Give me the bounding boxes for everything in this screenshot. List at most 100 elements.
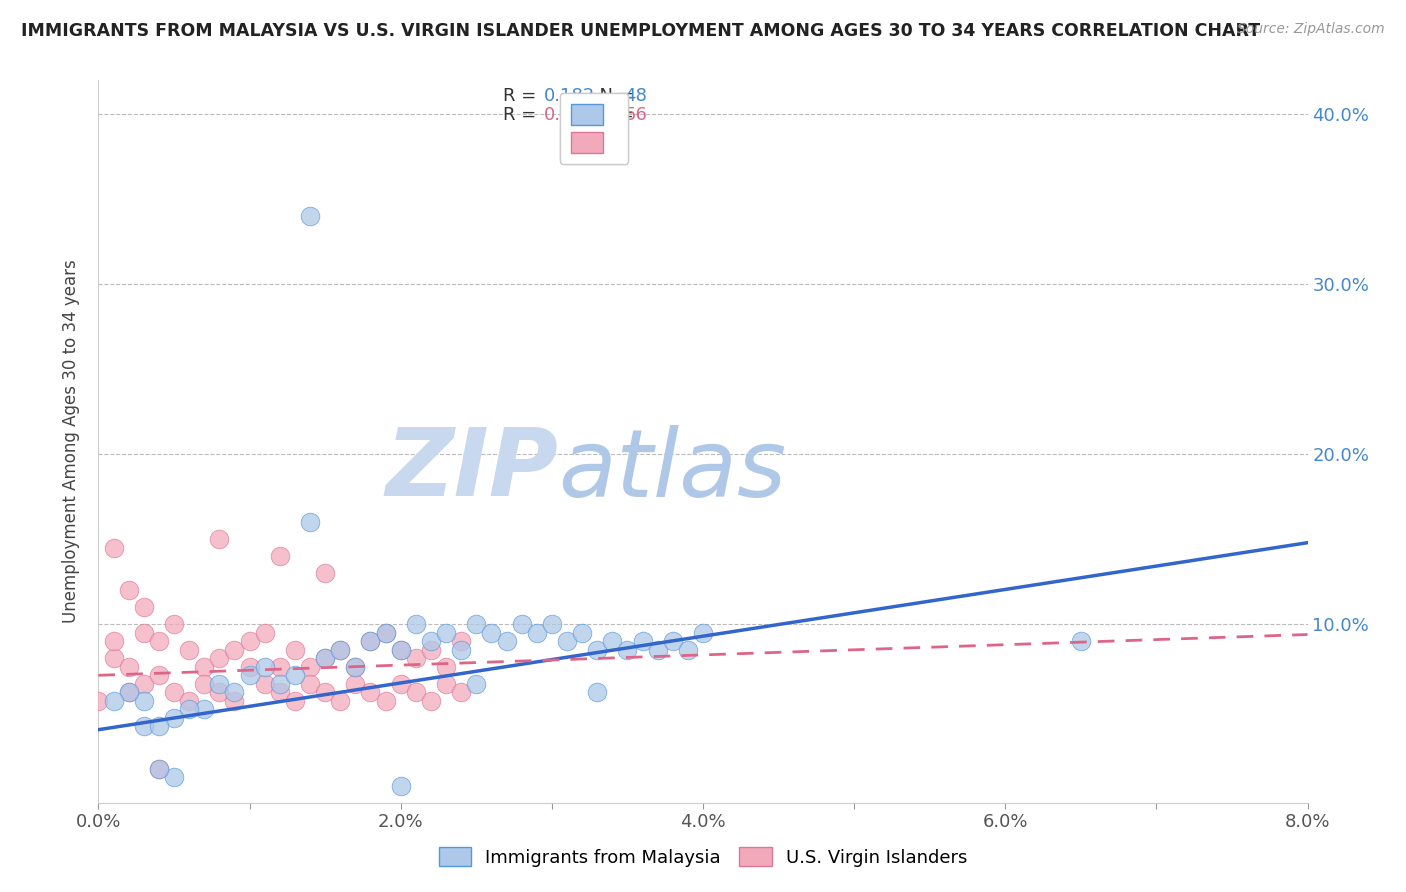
- Point: [540, 617, 562, 632]
- Point: [269, 685, 291, 699]
- Point: [450, 642, 472, 657]
- Point: [344, 677, 367, 691]
- Point: [374, 625, 396, 640]
- Legend: Immigrants from Malaysia, U.S. Virgin Islanders: Immigrants from Malaysia, U.S. Virgin Is…: [432, 840, 974, 874]
- Point: [344, 660, 367, 674]
- Point: [269, 549, 291, 564]
- Point: [434, 625, 457, 640]
- Point: [284, 642, 307, 657]
- Point: [284, 668, 307, 682]
- Point: [465, 617, 488, 632]
- Point: [329, 694, 352, 708]
- Text: atlas: atlas: [558, 425, 786, 516]
- Point: [163, 770, 186, 784]
- Point: [208, 651, 231, 665]
- Point: [208, 685, 231, 699]
- Point: [118, 685, 141, 699]
- Point: [481, 625, 503, 640]
- Point: [87, 694, 110, 708]
- Text: Source: ZipAtlas.com: Source: ZipAtlas.com: [1237, 22, 1385, 37]
- Point: [360, 634, 382, 648]
- Point: [692, 625, 714, 640]
- Text: 48: 48: [624, 87, 647, 105]
- Point: [208, 677, 231, 691]
- Point: [602, 634, 624, 648]
- Point: [465, 677, 488, 691]
- Text: N =: N =: [588, 106, 640, 124]
- Point: [299, 677, 322, 691]
- Point: [647, 642, 669, 657]
- Text: 0.182: 0.182: [543, 87, 595, 105]
- Point: [132, 719, 155, 733]
- Point: [360, 685, 382, 699]
- Point: [132, 694, 155, 708]
- Point: [163, 617, 186, 632]
- Point: [163, 711, 186, 725]
- Text: N =: N =: [588, 87, 640, 105]
- Point: [193, 677, 215, 691]
- Point: [193, 660, 215, 674]
- Point: [224, 685, 246, 699]
- Point: [616, 642, 638, 657]
- Point: [495, 634, 517, 648]
- Point: [420, 634, 443, 648]
- Point: [405, 685, 427, 699]
- Point: [450, 634, 472, 648]
- Point: [434, 660, 457, 674]
- Point: [314, 651, 336, 665]
- Point: [510, 617, 533, 632]
- Point: [389, 642, 412, 657]
- Point: [193, 702, 215, 716]
- Point: [284, 694, 307, 708]
- Point: [103, 651, 125, 665]
- Point: [253, 677, 276, 691]
- Point: [389, 642, 412, 657]
- Point: [1070, 634, 1092, 648]
- Point: [118, 685, 141, 699]
- Text: R =: R =: [503, 106, 543, 124]
- Point: [299, 660, 322, 674]
- Point: [344, 660, 367, 674]
- Point: [239, 668, 262, 682]
- Point: [434, 677, 457, 691]
- Point: [299, 209, 322, 223]
- Text: 0.045: 0.045: [543, 106, 595, 124]
- Text: ZIP: ZIP: [385, 425, 558, 516]
- Point: [676, 642, 699, 657]
- Point: [631, 634, 654, 648]
- Point: [148, 762, 170, 776]
- Point: [239, 634, 262, 648]
- Point: [179, 694, 201, 708]
- Point: [163, 685, 186, 699]
- Point: [208, 533, 231, 547]
- Point: [118, 583, 141, 598]
- Point: [179, 642, 201, 657]
- Point: [148, 668, 170, 682]
- Point: [420, 642, 443, 657]
- Point: [329, 642, 352, 657]
- Point: [103, 634, 125, 648]
- Point: [179, 702, 201, 716]
- Point: [299, 516, 322, 530]
- Point: [118, 660, 141, 674]
- Point: [132, 677, 155, 691]
- Text: R =: R =: [503, 87, 543, 105]
- Point: [253, 625, 276, 640]
- Point: [389, 779, 412, 793]
- Legend: , : ,: [560, 93, 628, 163]
- Point: [132, 625, 155, 640]
- Point: [420, 694, 443, 708]
- Point: [329, 642, 352, 657]
- Point: [239, 660, 262, 674]
- Point: [526, 625, 548, 640]
- Point: [103, 694, 125, 708]
- Point: [405, 617, 427, 632]
- Point: [360, 634, 382, 648]
- Point: [374, 625, 396, 640]
- Point: [148, 719, 170, 733]
- Text: 56: 56: [624, 106, 647, 124]
- Point: [555, 634, 578, 648]
- Point: [269, 677, 291, 691]
- Point: [224, 642, 246, 657]
- Text: IMMIGRANTS FROM MALAYSIA VS U.S. VIRGIN ISLANDER UNEMPLOYMENT AMONG AGES 30 TO 3: IMMIGRANTS FROM MALAYSIA VS U.S. VIRGIN …: [21, 22, 1260, 40]
